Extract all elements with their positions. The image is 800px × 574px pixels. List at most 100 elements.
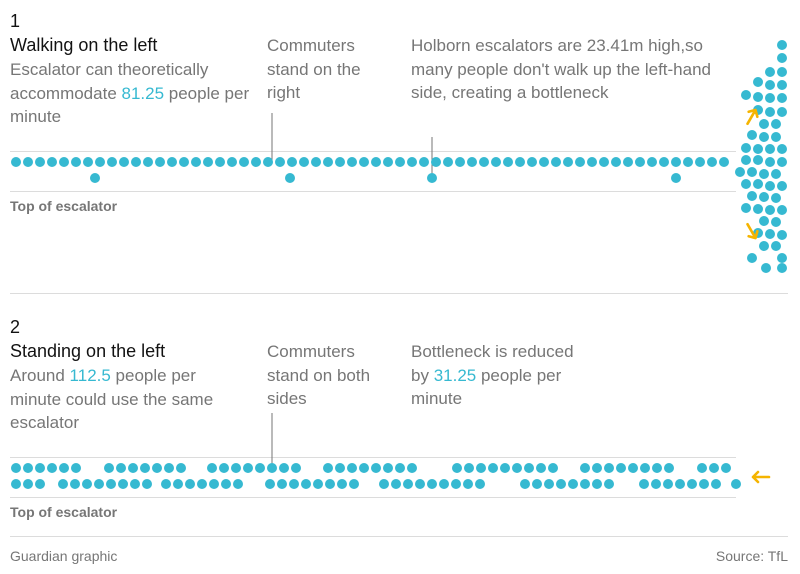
walker-dot xyxy=(215,157,225,167)
section1-top-of-escalator-label: Top of escalator xyxy=(10,198,118,214)
stander-dot xyxy=(285,173,295,183)
walker-dot xyxy=(203,157,213,167)
standing-dot-right-lane xyxy=(161,479,171,489)
crowd-dot xyxy=(765,93,775,103)
crowd-dot xyxy=(765,67,775,77)
standing-dot-left-lane xyxy=(580,463,590,473)
walker-dot xyxy=(491,157,501,167)
standing-dot-right-lane xyxy=(699,479,709,489)
standing-dot-left-lane xyxy=(616,463,626,473)
crowd-dot xyxy=(765,144,775,154)
walker-dot xyxy=(419,157,429,167)
standing-dot-right-lane xyxy=(604,479,614,489)
section2-number: 2 xyxy=(10,317,21,337)
standing-dot-right-lane xyxy=(301,479,311,489)
walker-dot xyxy=(479,157,489,167)
crowd-dot xyxy=(771,169,781,179)
crowd-dot xyxy=(741,155,751,165)
standing-dot-left-lane xyxy=(395,463,405,473)
standing-dot-left-lane xyxy=(592,463,602,473)
section1-escalator-top-rail xyxy=(10,151,736,152)
walker-dot xyxy=(131,157,141,167)
section2-desc-pre: Around xyxy=(10,366,70,385)
crowd-dot xyxy=(759,169,769,179)
standing-dot-right-lane xyxy=(687,479,697,489)
standing-dot-right-lane xyxy=(23,479,33,489)
standing-dot-right-lane xyxy=(289,479,299,489)
standing-dot-left-lane xyxy=(219,463,229,473)
section2-annotation-reduction: Bottleneck is reduced by 31.25 people pe… xyxy=(411,340,581,411)
crowd-dot xyxy=(771,132,781,142)
standing-dot-left-lane xyxy=(452,463,462,473)
crowd-dot xyxy=(777,107,787,117)
walker-dot xyxy=(659,157,669,167)
standing-dot-right-lane xyxy=(711,479,721,489)
section2-annotation-both-sides: Commuters stand on both sides xyxy=(267,342,371,408)
walker-dot xyxy=(539,157,549,167)
walker-dot xyxy=(95,157,105,167)
standing-dot-left-lane xyxy=(164,463,174,473)
crowd-dot xyxy=(777,230,787,240)
walker-dot xyxy=(443,157,453,167)
section2-title: Standing on the left xyxy=(10,341,166,361)
crowd-dot xyxy=(741,143,751,153)
section2-annotation-value: 31.25 xyxy=(433,365,477,385)
walker-dot xyxy=(671,157,681,167)
standing-dot-right-lane xyxy=(427,479,437,489)
crowd-dot xyxy=(759,192,769,202)
standing-dot-left-lane xyxy=(464,463,474,473)
walker-dot xyxy=(47,157,57,167)
leader-lines xyxy=(271,113,433,468)
walker-dot xyxy=(143,157,153,167)
section-divider xyxy=(10,293,788,294)
standing-dot-right-lane xyxy=(337,479,347,489)
crowd-dot xyxy=(777,205,787,215)
standing-dot-right-lane xyxy=(221,479,231,489)
walker-dot xyxy=(347,157,357,167)
walker-dot xyxy=(647,157,657,167)
section2-escalator-top-rail xyxy=(10,457,736,458)
walker-dot xyxy=(167,157,177,167)
standing-dot-right-lane xyxy=(592,479,602,489)
crowd-dot xyxy=(753,155,763,165)
walker-dot xyxy=(683,157,693,167)
walker-dot xyxy=(587,157,597,167)
standing-dot-right-lane xyxy=(197,479,207,489)
crowd-dot xyxy=(747,253,757,263)
standing-dot-right-lane xyxy=(439,479,449,489)
standing-dot-left-lane xyxy=(11,463,21,473)
standing-dot-left-lane xyxy=(104,463,114,473)
section1-escalator-bottom-rail xyxy=(10,191,736,192)
walker-dot xyxy=(575,157,585,167)
crowd-dot xyxy=(759,216,769,226)
walker-dot xyxy=(611,157,621,167)
standing-dot-left-lane xyxy=(291,463,301,473)
crowd-dot xyxy=(753,77,763,87)
standing-dot-left-lane xyxy=(347,463,357,473)
standing-dot-right-lane xyxy=(325,479,335,489)
standing-dot-left-lane xyxy=(267,463,277,473)
walker-dot xyxy=(635,157,645,167)
crowd-dot xyxy=(753,92,763,102)
crowd-dot xyxy=(777,263,787,273)
standing-dot-right-lane xyxy=(544,479,554,489)
walker-dot xyxy=(71,157,81,167)
standing-dot-left-lane xyxy=(59,463,69,473)
crowd-dot xyxy=(765,107,775,117)
section1-number: 1 xyxy=(10,11,21,31)
crowd-dot xyxy=(777,144,787,154)
standing-dot-right-lane xyxy=(451,479,461,489)
crowd-dot xyxy=(765,80,775,90)
walker-dot xyxy=(275,157,285,167)
walker-dot xyxy=(299,157,309,167)
stander-dot xyxy=(427,173,437,183)
stander-dot xyxy=(671,173,681,183)
standing-dot-left-lane xyxy=(359,463,369,473)
walker-dot xyxy=(11,157,21,167)
standing-dot-left-lane xyxy=(697,463,707,473)
standing-dot-left-lane xyxy=(47,463,57,473)
walker-dot xyxy=(431,157,441,167)
crowd-dot xyxy=(765,229,775,239)
crowd-dot xyxy=(747,191,757,201)
walker-dot xyxy=(371,157,381,167)
